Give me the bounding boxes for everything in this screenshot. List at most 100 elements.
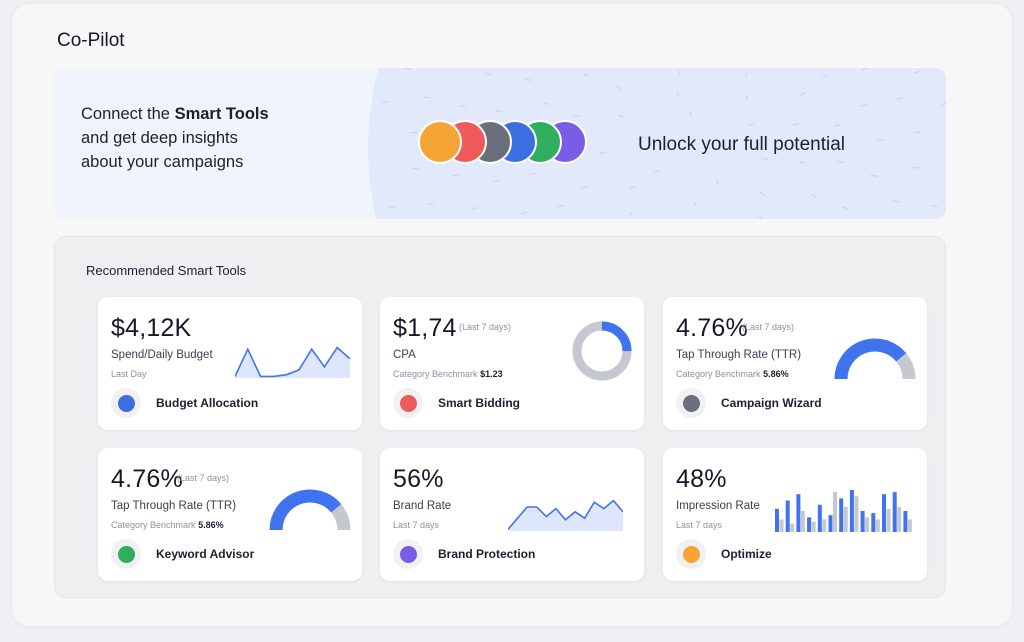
smart-tools-banner[interactable]: Connect the Smart Tools and get deep ins… (54, 68, 946, 219)
decoration-tick (472, 206, 479, 210)
bar-primary (828, 515, 833, 532)
bar-primary (839, 498, 844, 532)
metric-value: 4.76% (676, 314, 748, 342)
decoration-tick (617, 114, 624, 118)
smart-bidding-icon (393, 388, 423, 418)
decoration-tick (640, 136, 647, 139)
decoration-tick (451, 174, 459, 177)
decoration-tick (389, 206, 397, 209)
tool-name: Optimize (721, 547, 772, 561)
metric-subtext: Last Day (111, 369, 147, 379)
decoration-tick (381, 100, 389, 104)
decoration-tick (800, 92, 806, 96)
decoration-tick (822, 74, 828, 79)
metric-label: CPA (393, 349, 416, 361)
sparkline-area (235, 347, 350, 378)
bar-secondary (875, 519, 880, 532)
bar-secondary (811, 521, 816, 532)
metric-label: Brand Rate (393, 500, 452, 512)
decoration-tick (841, 205, 848, 210)
tool-card[interactable]: 48% Impression Rate Last 7 days Optimize (663, 448, 927, 581)
bar-primary (882, 494, 886, 532)
gauge-track (330, 504, 351, 531)
bar-primary (785, 500, 790, 532)
tool-card[interactable]: 4.76% (Last 7 days) Tap Through Rate (TTR)… (663, 297, 927, 430)
bar-secondary (897, 506, 902, 532)
metric-label: Impression Rate (676, 500, 760, 512)
decoration-tick (427, 202, 434, 205)
decoration-tick (833, 124, 841, 127)
tool-link[interactable]: Smart Bidding (393, 388, 520, 418)
decoration-tick (861, 68, 868, 71)
metric-label: Tap Through Rate (TTR) (676, 349, 802, 361)
decoration-tick (913, 70, 921, 74)
sparkline-line (508, 499, 623, 530)
decoration-tick (748, 122, 754, 127)
metric-value: 56% (393, 465, 444, 493)
bar-secondary (833, 492, 837, 532)
decoration-tick (792, 122, 800, 126)
bar-secondary (907, 519, 912, 532)
tool-link[interactable]: Keyword Advisor (111, 539, 254, 569)
decoration-tick (495, 109, 503, 113)
decoration-tick (520, 211, 528, 215)
benchmark-value: $1.23 (480, 369, 503, 379)
tool-link[interactable]: Campaign Wizard (676, 388, 822, 418)
tool-link[interactable]: Optimize (676, 539, 772, 569)
bar-primary (817, 504, 822, 532)
decoration-tick (759, 191, 765, 196)
bar-primary (860, 511, 865, 532)
bar-secondary (822, 519, 827, 532)
tool-card[interactable]: $1,74 (Last 7 days) CPA Category Benchmark … (380, 297, 644, 430)
banner-line-1: Connect the Smart Tools (81, 105, 269, 123)
sparkline-chart (235, 346, 350, 378)
decoration-tick (837, 161, 845, 164)
tool-name: Smart Bidding (438, 396, 521, 410)
decoration-tick (810, 193, 817, 198)
decoration-tick (896, 96, 904, 100)
decoration-tick (411, 167, 419, 170)
metric-value: 4.76% (111, 465, 183, 493)
tool-link[interactable]: Brand Protection (393, 539, 535, 569)
metric-value: $4,12K (111, 314, 192, 342)
decoration-tick (716, 180, 719, 185)
decoration-tick (485, 72, 493, 76)
bar-secondary (865, 517, 870, 532)
metric-value: 48% (676, 465, 727, 493)
budget-allocation-icon (111, 388, 141, 418)
decoration-tick (583, 73, 589, 78)
bar-secondary (886, 508, 891, 532)
decoration-tick (758, 216, 762, 219)
metric-subtext: Last 7 days (676, 520, 723, 530)
decoration-tick (941, 102, 946, 106)
decoration-tick (798, 161, 806, 164)
gauge-value-arc (834, 338, 907, 380)
bar-primary (775, 508, 779, 532)
decoration-tick (914, 131, 922, 134)
banner-line-2: and get deep insights (81, 129, 238, 147)
tool-name: Campaign Wizard (721, 396, 822, 410)
tool-link[interactable]: Budget Allocation (111, 388, 258, 418)
decoration-tick (930, 204, 938, 208)
decoration-tick (581, 185, 588, 189)
bar-primary (871, 513, 876, 532)
metric-subtext: Category Benchmark $1.23 (393, 369, 503, 379)
bar-secondary (779, 519, 784, 532)
tool-name: Budget Allocation (156, 396, 259, 410)
decoration-tick (654, 169, 660, 174)
optimize-icon[interactable] (418, 120, 462, 164)
tool-name: Keyword Advisor (156, 547, 255, 561)
decoration-tick (870, 174, 878, 177)
decoration-tick (529, 172, 537, 175)
decoration-tick (628, 211, 634, 216)
donut-chart (572, 321, 632, 381)
gauge-chart (834, 338, 916, 380)
gauge-track (895, 353, 916, 380)
tool-card[interactable]: 56% Brand Rate Last 7 days Brand Protection (380, 448, 644, 581)
tool-card[interactable]: 4.76% (Last 7 days) Tap Through Rate (TTR)… (98, 448, 362, 581)
decoration-tick (573, 114, 581, 118)
tool-card[interactable]: $4,12K Spend/Daily Budget Last Day Budget A… (98, 297, 362, 430)
metric-value: $1,74 (393, 314, 457, 342)
tool-name: Brand Protection (438, 547, 536, 561)
keyword-advisor-icon (111, 539, 141, 569)
